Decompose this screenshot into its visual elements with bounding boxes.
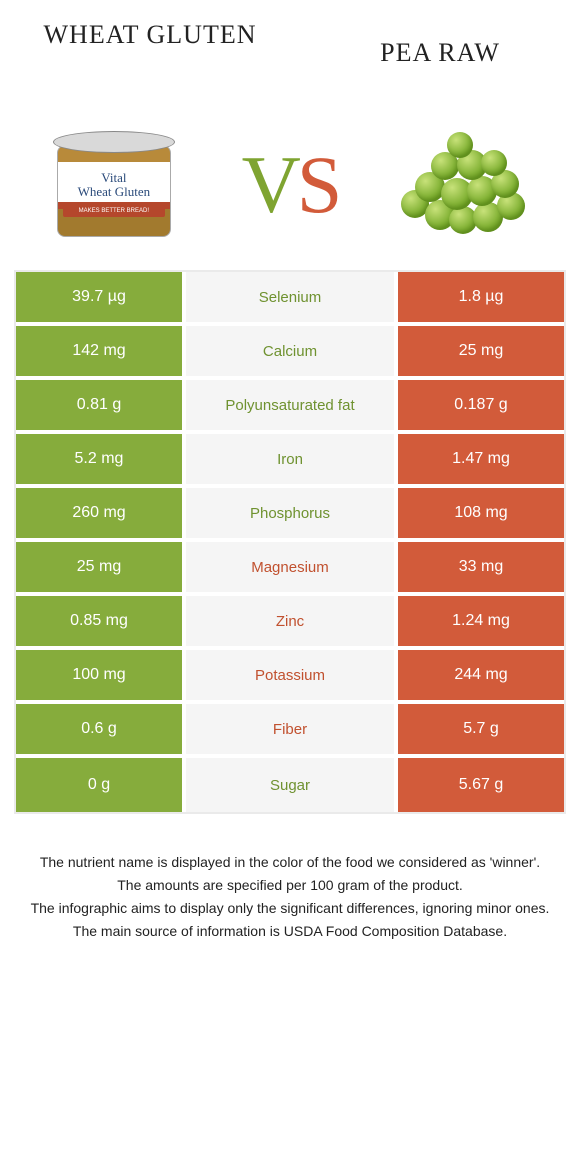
table-row: 0.81 gPolyunsaturated fat0.187 g [16,380,564,434]
footer-line: The nutrient name is displayed in the co… [28,852,552,873]
right-food-title: Pea raw [300,20,580,68]
table-row: 142 mgCalcium25 mg [16,326,564,380]
left-value-cell: 0 g [16,758,186,812]
table-row: 100 mgPotassium244 mg [16,650,564,704]
footer-line: The infographic aims to display only the… [28,898,552,919]
right-value-cell: 33 mg [394,542,564,592]
wheat-gluten-can-icon: Vital Wheat Gluten MAKES BETTER BREAD! [49,125,179,245]
right-value-cell: 1.47 mg [394,434,564,484]
left-value-cell: 25 mg [16,542,186,592]
peas-icon [391,130,541,240]
nutrient-name-cell: Selenium [186,272,394,322]
right-value-cell: 5.67 g [394,758,564,812]
right-value-cell: 25 mg [394,326,564,376]
table-row: 0.85 mgZinc1.24 mg [16,596,564,650]
nutrient-name-cell: Sugar [186,758,394,812]
footer-line: The main source of information is USDA F… [28,921,552,942]
table-row: 39.7 µgSelenium1.8 µg [16,272,564,326]
nutrient-comparison-table: 39.7 µgSelenium1.8 µg142 mgCalcium25 mg0… [14,270,566,814]
nutrient-name-cell: Phosphorus [186,488,394,538]
title-row: Wheat gluten Pea raw [0,0,580,100]
left-food-image: Vital Wheat Gluten MAKES BETTER BREAD! [34,110,194,260]
can-red-banner: MAKES BETTER BREAD! [63,205,165,217]
left-value-cell: 142 mg [16,326,186,376]
right-value-cell: 244 mg [394,650,564,700]
footer-notes: The nutrient name is displayed in the co… [28,852,552,942]
vs-label: VS [242,138,339,232]
nutrient-name-cell: Fiber [186,704,394,754]
right-value-cell: 1.24 mg [394,596,564,646]
table-row: 25 mgMagnesium33 mg [16,542,564,596]
images-row: Vital Wheat Gluten MAKES BETTER BREAD! V… [0,100,580,270]
left-value-cell: 260 mg [16,488,186,538]
vs-v-letter: V [242,139,297,230]
footer-line: The amounts are specified per 100 gram o… [28,875,552,896]
table-row: 260 mgPhosphorus108 mg [16,488,564,542]
vs-s-letter: S [297,139,339,230]
nutrient-name-cell: Magnesium [186,542,394,592]
left-value-cell: 0.81 g [16,380,186,430]
nutrient-name-cell: Iron [186,434,394,484]
left-value-cell: 100 mg [16,650,186,700]
left-value-cell: 5.2 mg [16,434,186,484]
left-value-cell: 0.6 g [16,704,186,754]
nutrient-name-cell: Polyunsaturated fat [186,380,394,430]
right-value-cell: 0.187 g [394,380,564,430]
nutrient-name-cell: Potassium [186,650,394,700]
right-food-image [386,110,546,260]
right-value-cell: 108 mg [394,488,564,538]
nutrient-name-cell: Zinc [186,596,394,646]
table-row: 5.2 mgIron1.47 mg [16,434,564,488]
nutrient-name-cell: Calcium [186,326,394,376]
table-row: 0 gSugar5.67 g [16,758,564,812]
left-value-cell: 39.7 µg [16,272,186,322]
table-row: 0.6 gFiber5.7 g [16,704,564,758]
right-value-cell: 1.8 µg [394,272,564,322]
left-value-cell: 0.85 mg [16,596,186,646]
left-food-title: Wheat gluten [0,20,300,50]
right-value-cell: 5.7 g [394,704,564,754]
can-label-line2: Wheat Gluten [78,184,151,199]
